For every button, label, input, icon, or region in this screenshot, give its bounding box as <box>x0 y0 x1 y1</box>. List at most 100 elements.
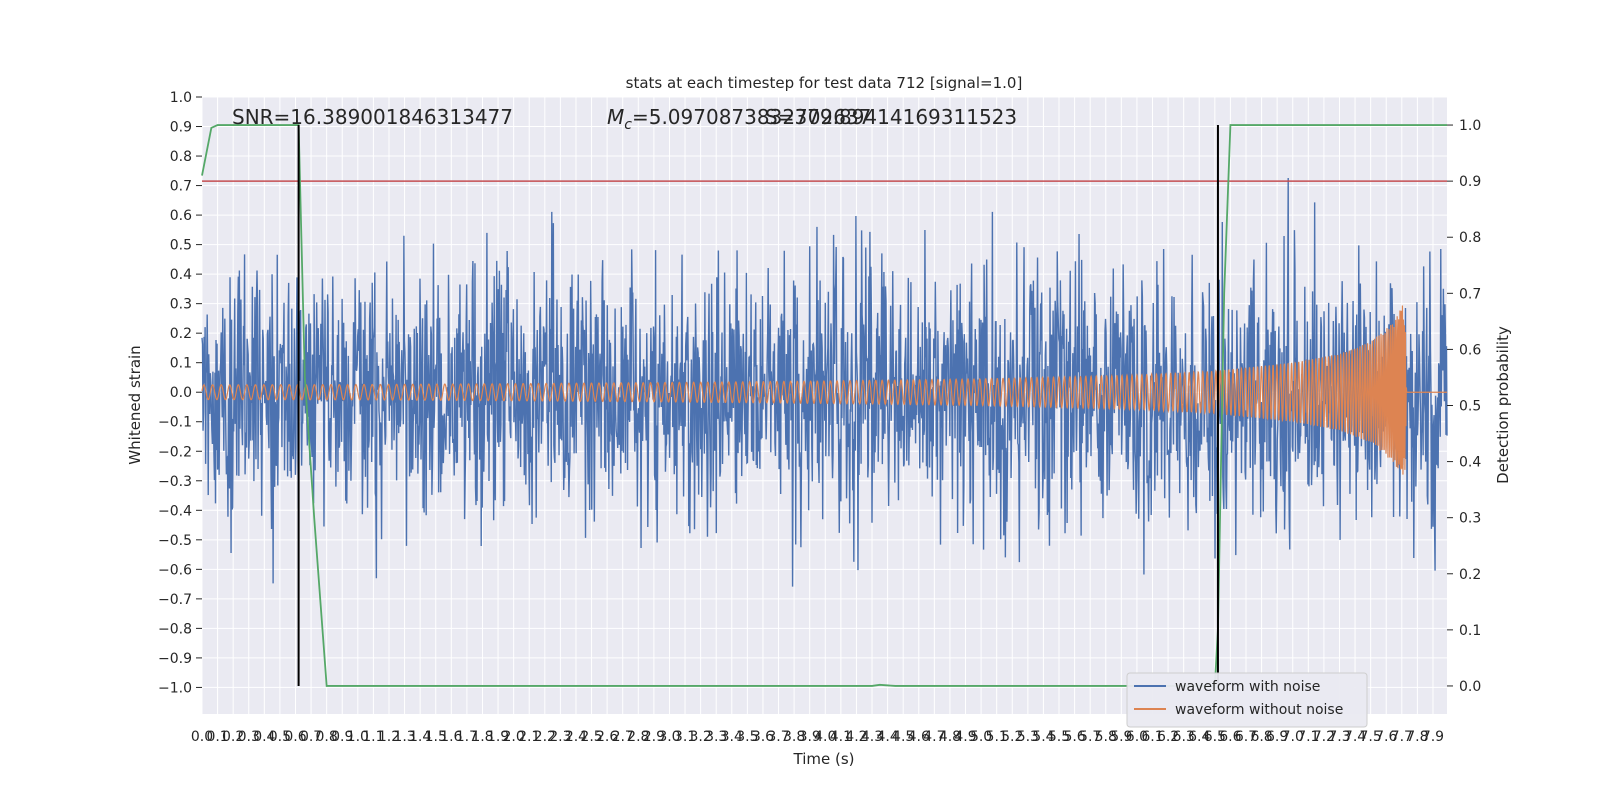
clean-waveform-series <box>201 305 1447 475</box>
x-tick-label: 6.6 <box>1219 729 1241 745</box>
x-tick-label: 4.1 <box>830 729 852 745</box>
x-tick-label: 4.4 <box>876 729 898 745</box>
x-tick-label: 0.1 <box>206 729 228 745</box>
chart-title: stats at each timestep for test data 712… <box>626 74 1023 92</box>
x-tick-label: 4.0 <box>814 729 836 745</box>
x-tick-label: 0.4 <box>253 729 275 745</box>
x-tick-label: 5.8 <box>1095 729 1117 745</box>
y-tick-label: 0.8 <box>170 149 192 165</box>
x-tick-label: 5.6 <box>1063 729 1085 745</box>
y-right-tick-label: 0.4 <box>1459 455 1481 471</box>
axes: 0.00.10.20.30.40.50.60.70.80.91.01.11.21… <box>158 90 1481 745</box>
x-tick-label: 0.8 <box>316 729 338 745</box>
x-tick-label: 3.4 <box>721 729 743 745</box>
x-tick-label: 2.3 <box>549 729 571 745</box>
x-tick-label: 1.8 <box>471 729 493 745</box>
x-tick-label: 6.0 <box>1126 729 1148 745</box>
x-tick-label: 7.9 <box>1422 729 1444 745</box>
x-tick-label: 5.4 <box>1032 729 1054 745</box>
x-tick-label: 5.7 <box>1079 729 1101 745</box>
x-tick-label: 3.6 <box>752 729 774 745</box>
y-right-tick-label: 0.1 <box>1459 623 1481 639</box>
x-tick-label: 2.9 <box>643 729 665 745</box>
x-tick-label: 5.0 <box>970 729 992 745</box>
y-tick-label: 0.0 <box>170 385 192 401</box>
x-tick-label: 3.5 <box>736 729 758 745</box>
x-tick-label: 0.6 <box>284 729 306 745</box>
overlap-annotation: S=379.89414169311523 <box>765 105 1017 129</box>
x-tick-label: 6.1 <box>1141 729 1163 745</box>
y-tick-label: −0.3 <box>158 474 192 490</box>
x-tick-label: 2.4 <box>565 729 587 745</box>
x-tick-label: 4.3 <box>861 729 883 745</box>
y-axis-label-right: Detection probability <box>1494 326 1512 484</box>
y-tick-label: −0.9 <box>158 651 192 667</box>
y-axis-label: Whitened strain <box>126 345 144 464</box>
y-tick-label: 0.7 <box>170 179 192 195</box>
y-tick-label: 0.4 <box>170 267 192 283</box>
y-right-tick-label: 0.0 <box>1459 679 1481 695</box>
x-tick-label: 2.0 <box>503 729 525 745</box>
x-tick-label: 2.7 <box>612 729 634 745</box>
x-tick-label: 2.5 <box>580 729 602 745</box>
x-tick-label: 1.0 <box>347 729 369 745</box>
y-right-tick-label: 0.3 <box>1459 511 1481 527</box>
y-right-tick-label: 1.0 <box>1459 118 1481 134</box>
x-tick-label: 7.5 <box>1360 729 1382 745</box>
y-tick-label: −0.6 <box>158 562 192 578</box>
y-tick-label: 0.2 <box>170 326 192 342</box>
x-tick-label: 1.3 <box>393 729 415 745</box>
x-tick-label: 3.8 <box>783 729 805 745</box>
x-tick-label: 7.8 <box>1406 729 1428 745</box>
x-tick-label: 7.0 <box>1282 729 1304 745</box>
x-tick-label: 6.2 <box>1157 729 1179 745</box>
x-tick-label: 3.7 <box>767 729 789 745</box>
x-axis-label: Time (s) <box>793 750 855 768</box>
x-tick-label: 3.9 <box>799 729 821 745</box>
x-tick-label: 2.1 <box>518 729 540 745</box>
x-tick-label: 1.1 <box>362 729 384 745</box>
y-tick-label: 1.0 <box>170 90 192 106</box>
y-tick-label: −0.2 <box>158 444 192 460</box>
x-tick-label: 4.8 <box>939 729 961 745</box>
x-tick-label: 4.6 <box>908 729 930 745</box>
y-tick-label: −0.1 <box>158 415 192 431</box>
x-tick-label: 6.5 <box>1204 729 1226 745</box>
x-tick-label: 2.2 <box>534 729 556 745</box>
chirp-mass-subscript: c <box>624 117 632 133</box>
y-tick-label: 0.6 <box>170 208 192 224</box>
x-tick-label: 2.8 <box>627 729 649 745</box>
y-tick-label: −0.4 <box>158 503 192 519</box>
x-tick-label: 1.9 <box>487 729 509 745</box>
overlay-lines <box>201 124 1447 687</box>
x-tick-label: 0.3 <box>238 729 260 745</box>
chirp-mass-annotation: Mc=5.0970873832702637 <box>607 105 871 133</box>
y-right-tick-label: 0.7 <box>1459 286 1481 302</box>
x-tick-label: 3.0 <box>658 729 680 745</box>
x-tick-label: 7.3 <box>1328 729 1350 745</box>
y-right-tick-label: 0.5 <box>1459 399 1481 415</box>
x-tick-label: 5.1 <box>986 729 1008 745</box>
y-tick-label: 0.5 <box>170 238 192 254</box>
x-tick-label: 5.5 <box>1048 729 1070 745</box>
y-tick-label: −1.0 <box>158 680 192 696</box>
x-tick-label: 4.7 <box>923 729 945 745</box>
x-tick-label: 4.9 <box>954 729 976 745</box>
y-right-tick-label: 0.8 <box>1459 230 1481 246</box>
x-tick-label: 1.5 <box>425 729 447 745</box>
clean-waveform-line <box>201 305 1447 475</box>
x-tick-label: 1.7 <box>456 729 478 745</box>
x-tick-label: 6.9 <box>1266 729 1288 745</box>
legend-label-clean: waveform without noise <box>1175 702 1343 718</box>
y-tick-label: 0.1 <box>170 356 192 372</box>
legend-box <box>1126 672 1368 728</box>
snr-annotation: SNR=16.389001846313477 <box>232 105 513 129</box>
x-tick-label: 6.8 <box>1250 729 1272 745</box>
x-tick-label: 7.4 <box>1344 729 1366 745</box>
legend: waveform with noise waveform without noi… <box>1126 672 1368 728</box>
x-tick-label: 0.7 <box>300 729 322 745</box>
x-tick-label: 0.2 <box>222 729 244 745</box>
x-tick-label: 4.2 <box>845 729 867 745</box>
